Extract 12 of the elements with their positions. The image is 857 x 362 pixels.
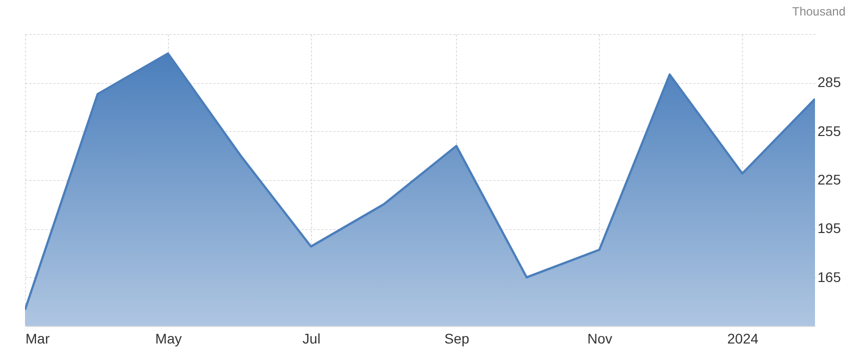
y-tick-label: 225 <box>818 172 842 188</box>
y-tick-label: 195 <box>818 220 842 236</box>
x-tick-label: May <box>155 330 182 346</box>
y-tick-label: 285 <box>818 74 842 90</box>
x-tick-label: Nov <box>587 330 612 346</box>
y-tick-label: 165 <box>818 268 842 285</box>
x-tick-label: Jul <box>302 330 320 346</box>
x-tick-label: 2024 <box>727 330 759 346</box>
y-tick-label: 255 <box>818 122 842 139</box>
x-tick-label: Mar <box>26 330 50 346</box>
x-tick-label: Sep <box>444 330 470 346</box>
y-axis-title: Thousand <box>792 4 846 18</box>
